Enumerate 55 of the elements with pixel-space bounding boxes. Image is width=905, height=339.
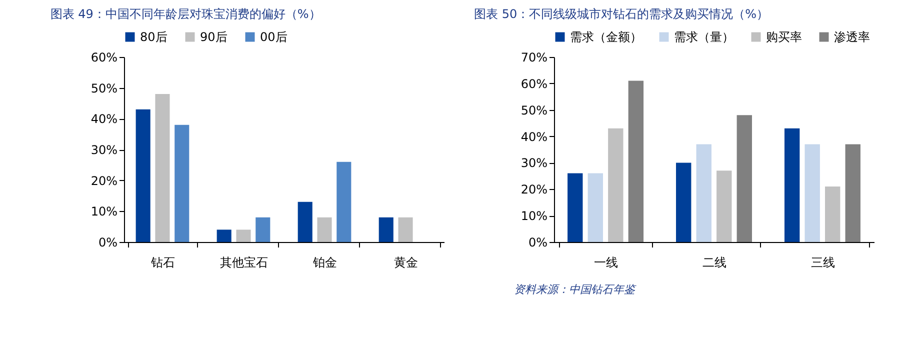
legend-label: 购买率 bbox=[766, 30, 802, 44]
bar bbox=[216, 230, 232, 242]
bar bbox=[825, 186, 840, 242]
bar bbox=[784, 128, 800, 242]
y-tick-label: 50% bbox=[520, 103, 548, 118]
bar bbox=[155, 94, 170, 242]
y-tick-label: 10% bbox=[90, 204, 118, 219]
text: 资料来源：中国钻石年鉴 bbox=[514, 283, 637, 296]
bar bbox=[317, 217, 332, 242]
bar bbox=[398, 217, 413, 242]
bar bbox=[845, 144, 860, 242]
y-tick-label: 60% bbox=[520, 76, 548, 91]
bar bbox=[568, 173, 583, 242]
bar bbox=[298, 202, 312, 242]
bar bbox=[256, 217, 270, 242]
x-tick-label: 二线 bbox=[702, 256, 726, 270]
x-tick-label: 一线 bbox=[594, 256, 618, 270]
legend-label: 90后 bbox=[200, 30, 228, 44]
bar bbox=[804, 144, 820, 242]
chart-title: 图表 50：不同线级城市对钻石的需求及购买情况（%） bbox=[474, 7, 768, 21]
bar bbox=[628, 80, 644, 242]
y-tick-label: 10% bbox=[520, 209, 548, 224]
y-tick-label: 0% bbox=[528, 236, 548, 250]
chart-title: 图表 49：中国不同年龄层对珠宝消费的偏好（%） bbox=[50, 7, 321, 21]
x-tick-label: 黄金 bbox=[394, 256, 418, 270]
x-tick-label: 铂金 bbox=[312, 256, 338, 270]
bar bbox=[696, 144, 712, 242]
bar bbox=[136, 109, 150, 242]
x-tick-label: 钻石 bbox=[150, 256, 175, 270]
y-tick-label: 70% bbox=[520, 50, 548, 64]
bar bbox=[378, 217, 394, 242]
legend-label: 需求（量） bbox=[674, 30, 734, 44]
bar bbox=[588, 173, 603, 242]
y-tick-label: 40% bbox=[520, 130, 548, 144]
legend-label: 渗透率 bbox=[834, 30, 870, 44]
y-tick-label: 30% bbox=[90, 143, 118, 157]
legend-label: 00后 bbox=[260, 30, 288, 44]
bar bbox=[174, 124, 190, 242]
y-tick-label: 20% bbox=[520, 182, 548, 197]
y-tick-label: 20% bbox=[90, 174, 118, 188]
y-tick-label: 50% bbox=[90, 81, 118, 96]
x-tick-label: 三线 bbox=[810, 256, 835, 270]
y-tick-label: 30% bbox=[520, 156, 548, 170]
bar bbox=[676, 162, 692, 242]
y-tick-label: 60% bbox=[90, 50, 118, 64]
bar bbox=[236, 230, 251, 242]
bar bbox=[336, 162, 352, 242]
bar bbox=[736, 115, 752, 242]
legend-label: 需求（金额） bbox=[570, 30, 642, 44]
legend-label: 80后 bbox=[140, 30, 168, 44]
y-tick-label: 40% bbox=[90, 112, 118, 126]
y-tick-label: 0% bbox=[98, 236, 118, 250]
x-tick-label: 其他宝石 bbox=[220, 256, 268, 270]
bar bbox=[716, 170, 732, 242]
bar bbox=[608, 128, 624, 242]
